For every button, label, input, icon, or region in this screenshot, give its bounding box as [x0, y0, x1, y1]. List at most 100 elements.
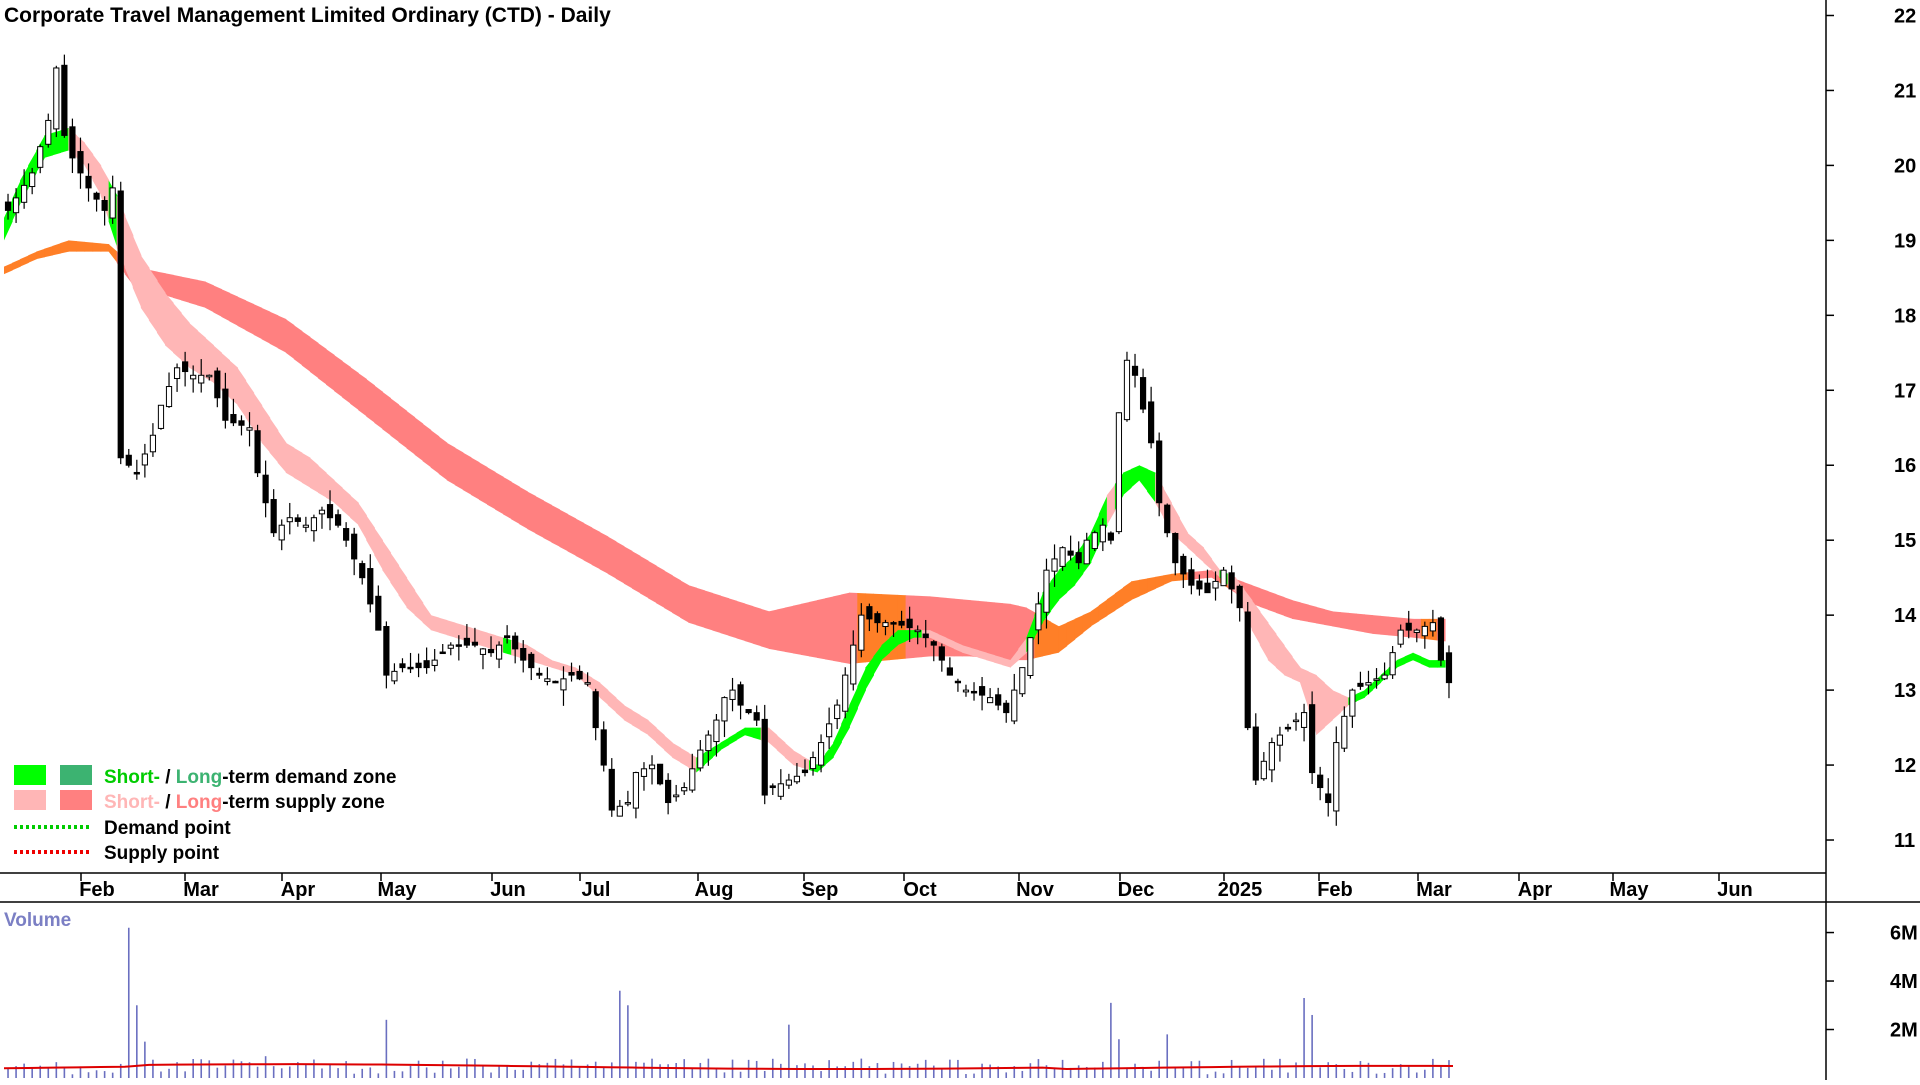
- candle-body: [1244, 611, 1251, 729]
- long-term-zone-segment: [833, 594, 842, 663]
- x-tick-label: Apr: [1518, 879, 1553, 901]
- candle-body: [447, 644, 454, 649]
- long-term-zone-segment: [52, 243, 61, 256]
- candle-body: [190, 374, 197, 380]
- short-term-zone-segment: [1283, 645, 1293, 679]
- candle-body: [777, 783, 784, 797]
- x-tick-label: Dec: [1118, 879, 1155, 901]
- short-term-zone-segment: [148, 267, 158, 333]
- long-term-zone-segment: [672, 575, 681, 618]
- long-term-zone-segment: [1275, 594, 1285, 616]
- candle-body: [938, 646, 945, 661]
- candle-body: [552, 680, 559, 684]
- candle-body: [246, 427, 253, 431]
- long-term-zone-segment: [688, 585, 697, 626]
- candle-body: [423, 660, 430, 669]
- long-term-zone-segment: [1324, 609, 1333, 627]
- short-term-zone-segment: [1002, 657, 1011, 668]
- long-term-zone-segment: [60, 240, 69, 254]
- candle-body: [1188, 569, 1195, 586]
- long-term-zone-segment: [696, 587, 705, 628]
- candle-body: [495, 644, 503, 660]
- long-term-zone-segment: [382, 391, 391, 436]
- short-term-zone-segment: [897, 630, 907, 646]
- candle-body: [359, 563, 366, 579]
- long-term-zone-segment: [567, 513, 577, 556]
- long-term-zone-segment: [543, 500, 552, 543]
- short-term-zone-segment: [382, 540, 391, 583]
- candle-body: [785, 779, 792, 786]
- long-term-zone-segment: [165, 273, 174, 298]
- short-term-zone-segment: [1187, 532, 1196, 556]
- short-term-zone-segment: [503, 637, 512, 656]
- candle-body: [1292, 719, 1300, 723]
- long-term-zone-segment: [84, 241, 94, 252]
- long-term-zone-segment: [559, 509, 569, 552]
- candle-body: [1083, 539, 1090, 565]
- candle-body: [1429, 622, 1436, 632]
- candle-body: [826, 723, 833, 738]
- candle-body: [1317, 774, 1324, 789]
- long-term-zone-segment: [1171, 573, 1180, 582]
- candle-body: [463, 637, 470, 646]
- long-term-zone-segment: [454, 447, 464, 490]
- long-term-zone-segment: [1251, 585, 1261, 607]
- candle-body: [117, 190, 124, 459]
- short-term-zone-segment: [825, 742, 834, 766]
- candle-body: [769, 785, 776, 789]
- candle-body: [1397, 629, 1404, 645]
- long-term-zone-segment: [1316, 606, 1325, 625]
- long-term-zone-segment: [720, 595, 730, 636]
- short-term-zone-segment: [768, 727, 778, 751]
- long-term-zone-segment: [817, 598, 826, 660]
- candle-body: [1035, 603, 1042, 631]
- long-term-zone-segment: [704, 590, 713, 631]
- long-term-zone-segment: [317, 343, 327, 385]
- long-term-zone-segment: [760, 608, 770, 649]
- short-term-zone-segment: [261, 405, 271, 453]
- candle-body: [367, 568, 374, 605]
- candle-body: [157, 404, 165, 429]
- long-term-zone-segment: [1364, 614, 1374, 634]
- short-term-zone-segment: [342, 487, 351, 518]
- long-term-zone-segment: [1163, 573, 1172, 586]
- short-term-zone-segment: [1396, 656, 1406, 668]
- short-term-zone-segment: [881, 637, 891, 661]
- candle-body: [109, 187, 116, 219]
- long-term-zone-segment: [197, 279, 206, 308]
- legend-supply-point-label: Supply point: [104, 843, 220, 864]
- short-term-zone-segment: [390, 552, 400, 596]
- short-term-zone-segment: [92, 154, 102, 196]
- long-term-zone-segment: [1380, 615, 1390, 636]
- long-term-zone-segment: [1308, 604, 1317, 624]
- short-term-zone-segment: [664, 735, 673, 758]
- long-term-zone-segment: [229, 292, 239, 326]
- long-term-zone-segment: [446, 442, 456, 486]
- short-term-zone-segment: [1292, 656, 1301, 683]
- candle-body: [673, 794, 680, 798]
- y-tick-label: 21: [1894, 80, 1916, 102]
- candle-body: [1043, 569, 1050, 613]
- long-term-zone-segment: [728, 598, 738, 639]
- long-term-zone-segment: [342, 361, 351, 404]
- candle-body: [1099, 524, 1106, 543]
- long-term-zone-segment: [398, 404, 408, 449]
- long-term-zone-segment: [213, 285, 222, 317]
- candle-body: [1027, 637, 1034, 676]
- long-term-zone-segment: [28, 251, 37, 263]
- candle-body: [141, 453, 148, 466]
- short-term-zone-segment: [414, 590, 424, 623]
- short-term-zone-segment: [326, 472, 335, 503]
- long-term-zone-segment: [961, 599, 971, 657]
- short-term-zone-segment: [398, 565, 408, 608]
- candle-body: [665, 779, 672, 804]
- short-term-zone-segment: [358, 502, 367, 541]
- short-term-zone-segment: [1171, 502, 1180, 541]
- long-term-zone-segment: [631, 551, 641, 594]
- short-term-zone-segment: [1332, 690, 1341, 721]
- candle-body: [600, 729, 607, 766]
- long-term-zone-segment: [1114, 587, 1124, 611]
- long-term-zone-segment: [334, 355, 343, 398]
- long-term-zone-segment: [1388, 616, 1398, 637]
- long-term-zone-segment: [205, 281, 214, 313]
